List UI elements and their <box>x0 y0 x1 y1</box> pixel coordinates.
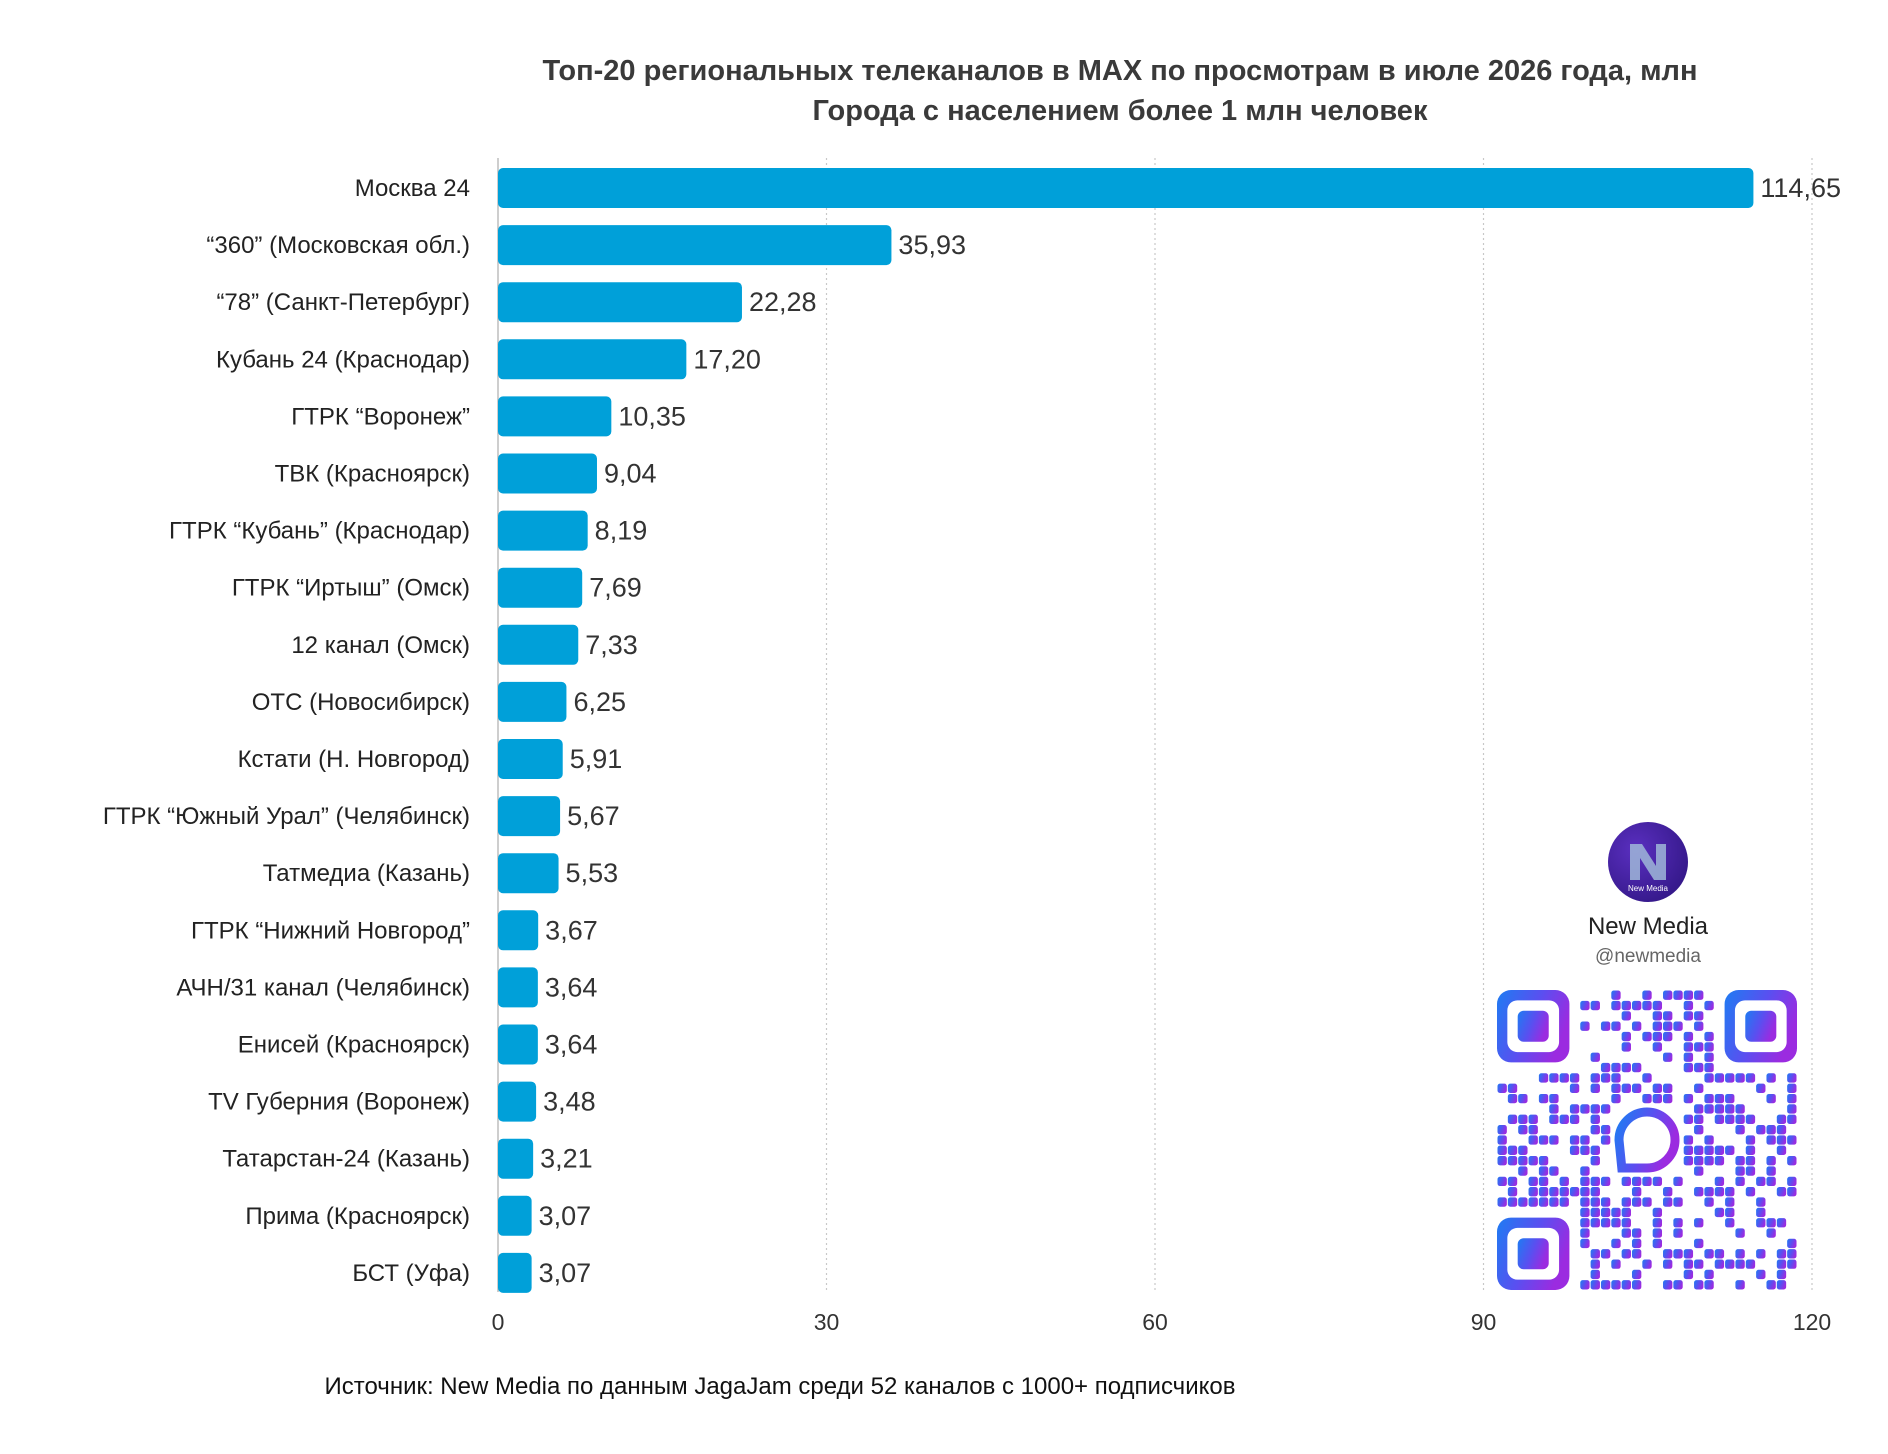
brand-name: New Media <box>1587 913 1709 940</box>
brand-handle: @newmedia <box>1595 946 1701 967</box>
value-label: 7,69 <box>589 573 642 603</box>
value-label: 6,25 <box>573 687 626 717</box>
bar <box>498 624 579 665</box>
chart-subtitle: Города с населением более 1 млн человек <box>812 95 1428 127</box>
bar <box>498 853 559 894</box>
category-label: Кстати (Н. Новгород) <box>238 746 470 773</box>
bar <box>498 967 538 1008</box>
category-label: Кубань 24 (Краснодар) <box>216 346 470 373</box>
bar <box>498 1252 532 1293</box>
category-label: Татмедиа (Казань) <box>263 860 470 887</box>
bar <box>498 910 539 951</box>
value-label: 3,64 <box>545 972 598 1002</box>
value-label: 10,35 <box>618 401 686 431</box>
x-tick-label: 30 <box>814 1309 840 1335</box>
category-label: ГТРК “Иртыш” (Омск) <box>232 575 470 602</box>
new-media-logo-icon: New Media <box>1608 822 1688 902</box>
bar <box>498 681 567 722</box>
x-tick-label: 120 <box>1793 1309 1831 1335</box>
value-label: 3,67 <box>545 915 598 945</box>
category-label: Прима (Красноярск) <box>245 1203 470 1230</box>
category-label: “360” (Московская обл.) <box>206 232 470 259</box>
bar <box>498 396 612 437</box>
value-label: 114,65 <box>1760 173 1841 203</box>
bar <box>498 1081 537 1122</box>
bar <box>498 339 687 380</box>
bar <box>498 796 561 837</box>
category-label: БСТ (Уфа) <box>352 1260 470 1287</box>
value-label: 17,20 <box>693 344 761 374</box>
bar <box>498 282 742 323</box>
value-label: 3,21 <box>540 1144 593 1174</box>
category-label: 12 канал (Омск) <box>291 632 470 659</box>
logo-text: New Media <box>1628 884 1669 893</box>
value-label: 3,48 <box>543 1087 596 1117</box>
x-tick-label: 90 <box>1471 1309 1497 1335</box>
category-label: Татарстан-24 (Казань) <box>222 1146 470 1173</box>
category-label: ГТРК “Южный Урал” (Челябинск) <box>103 803 470 830</box>
value-label: 9,04 <box>604 459 657 489</box>
bar <box>498 567 583 608</box>
bar <box>498 1024 538 1065</box>
value-label: 22,28 <box>749 287 817 317</box>
value-label: 8,19 <box>595 516 648 546</box>
value-label: 3,07 <box>539 1201 592 1231</box>
category-label: ОТС (Новосибирск) <box>252 689 470 716</box>
bar <box>498 168 1754 208</box>
category-label: Москва 24 <box>355 175 470 202</box>
value-label: 7,33 <box>585 630 638 660</box>
category-label: ГТРК “Нижний Новгород” <box>191 917 470 944</box>
value-label: 3,07 <box>539 1258 592 1288</box>
x-tick-label: 60 <box>1142 1309 1168 1335</box>
value-label: 35,93 <box>898 230 966 260</box>
category-label: “78” (Санкт-Петербург) <box>216 289 470 316</box>
category-label: Енисей (Красноярск) <box>238 1032 470 1059</box>
value-label: 5,53 <box>566 858 619 888</box>
bar <box>498 510 588 551</box>
value-label: 3,64 <box>545 1030 598 1060</box>
category-label: ГТРК “Кубань” (Краснодар) <box>169 518 470 545</box>
chart-title: Топ-20 региональных телеканалов в MAX по… <box>542 55 1698 87</box>
bar <box>498 1138 534 1179</box>
category-label: ГТРК “Воронеж” <box>291 403 470 430</box>
bar <box>498 225 892 266</box>
category-label: TV Губерния (Воронеж) <box>208 1089 470 1116</box>
category-label: ТВК (Красноярск) <box>275 461 470 488</box>
x-tick-label: 0 <box>492 1309 505 1335</box>
category-label: АЧН/31 канал (Челябинск) <box>176 974 470 1001</box>
bar <box>498 453 597 494</box>
bar <box>498 739 563 779</box>
qr-code-icon <box>1497 990 1797 1290</box>
source-note: Источник: New Media по данным JagaJam ср… <box>324 1373 1236 1400</box>
value-label: 5,67 <box>567 801 620 831</box>
bar <box>498 1195 532 1236</box>
value-label: 5,91 <box>570 744 623 774</box>
